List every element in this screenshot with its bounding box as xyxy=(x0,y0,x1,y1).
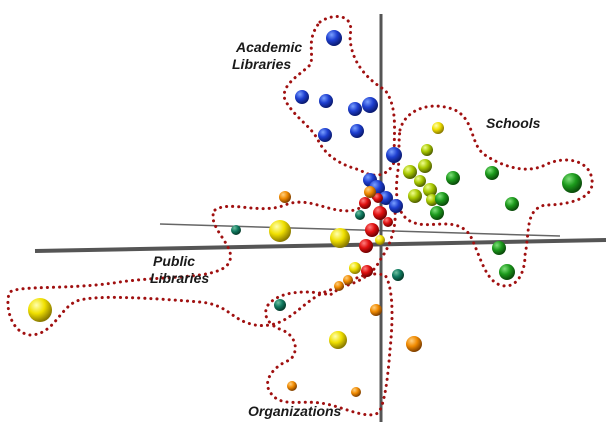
sphere xyxy=(348,102,362,116)
sphere xyxy=(365,223,379,237)
organizations-outline xyxy=(264,272,394,417)
sphere xyxy=(421,144,433,156)
sphere xyxy=(269,220,291,242)
cluster-label: Organizations xyxy=(248,403,342,419)
label-line: Libraries xyxy=(150,270,209,286)
sphere xyxy=(423,183,437,197)
sphere xyxy=(389,199,403,213)
sphere xyxy=(492,241,506,255)
sphere xyxy=(430,206,444,220)
sphere xyxy=(329,331,347,349)
x-axis xyxy=(34,238,606,253)
sphere xyxy=(383,217,393,227)
sphere xyxy=(334,281,344,291)
sphere xyxy=(279,191,291,203)
sphere xyxy=(435,192,449,206)
sphere xyxy=(408,189,422,203)
schools-outline xyxy=(395,104,594,288)
cluster-label: Academic Libraries xyxy=(232,39,302,72)
sphere xyxy=(359,197,371,209)
sphere xyxy=(359,239,373,253)
sphere xyxy=(375,235,385,245)
sphere xyxy=(403,165,417,179)
sphere xyxy=(505,197,519,211)
z-axis xyxy=(159,223,561,237)
cluster-label: Schools xyxy=(486,115,541,131)
sphere xyxy=(392,269,404,281)
public-outline xyxy=(6,192,397,337)
sphere xyxy=(355,210,365,220)
sphere xyxy=(350,124,364,138)
sphere xyxy=(319,94,333,108)
label-line: Libraries xyxy=(232,56,291,72)
sphere xyxy=(373,193,383,203)
sphere xyxy=(386,147,402,163)
sphere xyxy=(418,159,432,173)
sphere xyxy=(351,387,361,397)
sphere xyxy=(499,264,515,280)
sphere xyxy=(364,186,376,198)
sphere xyxy=(379,191,393,205)
sphere xyxy=(406,336,422,352)
sphere xyxy=(373,206,387,220)
sphere xyxy=(349,262,361,274)
sphere xyxy=(295,90,309,104)
sphere xyxy=(318,128,332,142)
label-line: Public xyxy=(153,253,195,269)
sphere xyxy=(362,97,378,113)
sphere xyxy=(485,166,499,180)
label-line: Schools xyxy=(486,115,541,131)
sphere xyxy=(231,225,241,235)
sphere xyxy=(446,171,460,185)
cluster-label: Public Libraries xyxy=(150,253,209,286)
sphere xyxy=(432,122,444,134)
sphere xyxy=(326,30,342,46)
sphere xyxy=(426,194,438,206)
spheres xyxy=(28,30,582,397)
sphere xyxy=(287,381,297,391)
label-line: Academic xyxy=(235,39,302,55)
label-line: Organizations xyxy=(248,403,342,419)
sphere xyxy=(330,228,350,248)
sphere xyxy=(28,298,52,322)
sphere xyxy=(562,173,582,193)
sphere xyxy=(343,275,353,285)
sphere xyxy=(274,299,286,311)
sphere xyxy=(361,265,373,277)
sphere xyxy=(414,175,426,187)
sphere xyxy=(370,304,382,316)
